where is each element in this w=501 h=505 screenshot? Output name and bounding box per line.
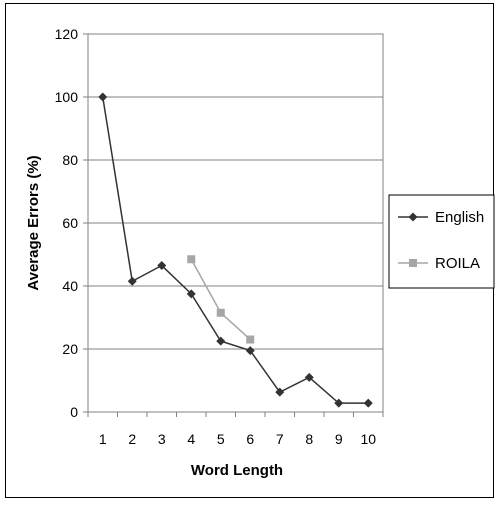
series-english (98, 92, 373, 408)
data-point (304, 372, 314, 382)
y-tick-label: 20 (62, 341, 78, 357)
x-tick-label: 10 (360, 431, 376, 447)
legend-item-roila: ROILA (398, 255, 480, 272)
x-tick-label: 5 (217, 431, 225, 447)
legend-marker (408, 212, 418, 222)
data-point (275, 387, 285, 397)
y-axis-title: Average Errors (%) (25, 155, 42, 290)
legend-item-english: English (398, 209, 484, 226)
data-point (157, 261, 167, 271)
series-roila (187, 255, 255, 344)
data-point (186, 289, 196, 299)
x-axis-title: Word Length (191, 462, 283, 479)
y-tick-label: 80 (62, 152, 78, 168)
y-tick-label: 0 (70, 404, 78, 420)
y-tick-label: 100 (55, 89, 79, 105)
legend: English ROILA (388, 194, 495, 289)
x-tick-label: 1 (99, 431, 107, 447)
legend-items: English ROILA (398, 209, 484, 272)
y-tick-label: 40 (62, 278, 78, 294)
data-point (245, 346, 255, 356)
x-tick-label: 7 (276, 431, 284, 447)
x-tick-label: 3 (158, 431, 166, 447)
y-tick-label: 120 (55, 26, 79, 42)
legend-label: ROILA (435, 255, 480, 272)
y-axis-ticks: 0 20 40 60 80 100 120 (55, 26, 88, 420)
data-point (216, 308, 225, 317)
x-tick-label: 2 (128, 431, 136, 447)
x-tick-label: 9 (335, 431, 343, 447)
legend-label: English (435, 209, 484, 226)
y-tick-label: 60 (62, 215, 78, 231)
x-axis-ticks: 1 2 3 4 5 6 7 8 9 10 (87, 412, 384, 447)
data-point (334, 398, 344, 408)
data-point (127, 276, 137, 286)
data-point (187, 255, 196, 264)
data-point (216, 336, 226, 346)
x-tick-label: 8 (305, 431, 313, 447)
legend-box (388, 194, 495, 289)
data-point (246, 335, 255, 344)
x-tick-label: 6 (246, 431, 254, 447)
legend-marker (409, 259, 417, 267)
x-tick-label: 4 (187, 431, 195, 447)
series-group (98, 92, 373, 408)
data-point (363, 398, 373, 408)
data-point (98, 92, 108, 102)
series-line (102, 96, 369, 404)
gridlines (88, 33, 383, 350)
